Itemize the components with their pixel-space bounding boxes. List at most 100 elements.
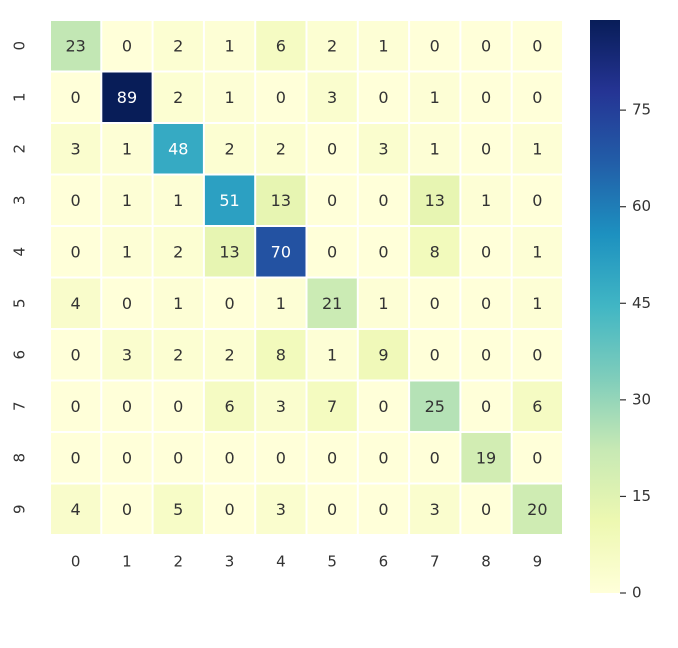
x-tick-label-8: 8 (481, 553, 491, 571)
cell-value-r1-c9: 0 (532, 88, 542, 107)
cell-value-r6-c8: 0 (481, 345, 491, 364)
heatmap-cell-r3-c5 (307, 175, 357, 225)
cell-value-r1-c1: 89 (117, 88, 137, 107)
cell-value-r6-c6: 9 (378, 345, 388, 364)
cell-value-r6-c4: 8 (276, 345, 286, 364)
heatmap-cell-r9-c1 (102, 484, 152, 534)
cell-value-r6-c3: 2 (224, 345, 234, 364)
x-tick-label-1: 1 (122, 553, 132, 571)
cell-value-r6-c2: 2 (173, 345, 183, 364)
cell-value-r4-c4: 70 (271, 242, 291, 261)
x-axis-ticks: 0 1 2 3 4 5 6 7 8 9 (71, 553, 542, 571)
cell-value-r0-c9: 0 (532, 36, 542, 55)
y-tick-label-5: 5 (11, 298, 29, 308)
heatmap-cell-r3-c4 (256, 175, 306, 225)
cell-value-r0-c5: 2 (327, 36, 337, 55)
heatmap-cell-r5-c7 (410, 278, 460, 328)
heatmap-cell-r4-c7 (410, 227, 460, 277)
cell-value-r8-c0: 0 (71, 448, 81, 467)
heatmap-cells (51, 21, 562, 534)
x-tick-label-5: 5 (327, 553, 337, 571)
y-axis-ticks: 0 1 2 3 4 5 6 7 8 9 (11, 41, 29, 514)
heatmap-cell-r3-c9 (512, 175, 562, 225)
x-tick-label-6: 6 (379, 553, 389, 571)
heatmap-cell-r1-c3 (204, 72, 255, 122)
cell-value-r8-c1: 0 (122, 448, 132, 467)
heatmap-cell-r6-c0 (51, 330, 101, 380)
x-tick-label-7: 7 (430, 553, 440, 571)
heatmap-cell-r8-c7 (410, 433, 460, 483)
cell-value-r9-c0: 4 (71, 500, 81, 519)
cell-value-r7-c8: 0 (481, 397, 491, 416)
heatmap-cell-r4-c4 (256, 227, 306, 277)
cell-value-r7-c1: 0 (122, 397, 132, 416)
colorbar-tick-label-3: 45 (632, 294, 651, 312)
heatmap-cell-r6-c7 (410, 330, 460, 380)
heatmap-cell-r6-c6 (358, 330, 409, 380)
cell-value-r5-c6: 1 (378, 294, 388, 313)
cell-value-r3-c9: 0 (532, 191, 542, 210)
heatmap-cell-r0-c6 (358, 21, 409, 71)
heatmap-cell-r6-c1 (102, 330, 152, 380)
heatmap-cell-r6-c2 (153, 330, 203, 380)
heatmap-cell-r5-c4 (256, 278, 306, 328)
heatmap-cell-r8-c8 (461, 433, 511, 483)
heatmap-cell-r0-c3 (204, 21, 255, 71)
cell-value-r7-c5: 7 (327, 397, 337, 416)
heatmap-cell-r8-c4 (256, 433, 306, 483)
heatmap-cell-r2-c6 (358, 124, 409, 174)
cell-value-r6-c0: 0 (71, 345, 81, 364)
cell-value-r5-c3: 0 (224, 294, 234, 313)
heatmap-cell-r2-c3 (204, 124, 255, 174)
heatmap-cell-r5-c3 (204, 278, 255, 328)
cell-value-r3-c7: 13 (425, 191, 445, 210)
heatmap-cell-r1-c4 (256, 72, 306, 122)
heatmap-cell-r5-c8 (461, 278, 511, 328)
cell-value-r6-c7: 0 (430, 345, 440, 364)
cell-value-r1-c8: 0 (481, 88, 491, 107)
cell-value-r0-c0: 23 (65, 36, 85, 55)
cell-value-r3-c4: 13 (271, 191, 291, 210)
cell-value-r9-c1: 0 (122, 500, 132, 519)
heatmap-cell-r8-c5 (307, 433, 357, 483)
heatmap-cell-r2-c2 (153, 124, 203, 174)
heatmap-cell-r3-c2 (153, 175, 203, 225)
cell-value-r3-c2: 1 (173, 191, 183, 210)
colorbar-ticks: 0 15 30 45 60 75 (620, 101, 651, 602)
cell-value-r2-c5: 0 (327, 139, 337, 158)
colorbar-tick-label-0: 0 (632, 584, 642, 602)
cell-value-r4-c5: 0 (327, 242, 337, 261)
heatmap-cell-r9-c0 (51, 484, 101, 534)
cell-value-r2-c8: 0 (481, 139, 491, 158)
heatmap-cell-r2-c0 (51, 124, 101, 174)
cell-value-r8-c9: 0 (532, 448, 542, 467)
heatmap-cell-r8-c9 (512, 433, 562, 483)
heatmap-cell-r5-c1 (102, 278, 152, 328)
heatmap-cell-r9-c6 (358, 484, 409, 534)
cell-value-r7-c4: 3 (276, 397, 286, 416)
y-tick-label-1: 1 (11, 92, 29, 102)
heatmap-cell-r0-c0 (51, 21, 101, 71)
cell-value-r5-c0: 4 (71, 294, 81, 313)
heatmap-cell-r4-c6 (358, 227, 409, 277)
cell-value-r7-c3: 6 (224, 397, 234, 416)
cell-value-r1-c2: 2 (173, 88, 183, 107)
heatmap-cell-r0-c1 (102, 21, 152, 71)
heatmap-cell-r3-c6 (358, 175, 409, 225)
cell-value-r8-c6: 0 (378, 448, 388, 467)
cell-value-r6-c1: 3 (122, 345, 132, 364)
y-tick-label-6: 6 (11, 350, 29, 360)
heatmap-cell-r8-c0 (51, 433, 101, 483)
cell-value-r5-c5: 21 (322, 294, 342, 313)
cell-value-r1-c6: 0 (378, 88, 388, 107)
heatmap-cell-r3-c3 (204, 175, 255, 225)
heatmap-cell-r4-c3 (204, 227, 255, 277)
heatmap-cell-r7-c9 (512, 381, 562, 431)
heatmap-cell-r2-c8 (461, 124, 511, 174)
cell-value-r4-c3: 13 (219, 242, 239, 261)
cell-value-r9-c3: 0 (224, 500, 234, 519)
heatmap-cell-r9-c9 (512, 484, 562, 534)
heatmap-cell-r4-c8 (461, 227, 511, 277)
cell-value-r8-c3: 0 (224, 448, 234, 467)
cell-value-r0-c8: 0 (481, 36, 491, 55)
